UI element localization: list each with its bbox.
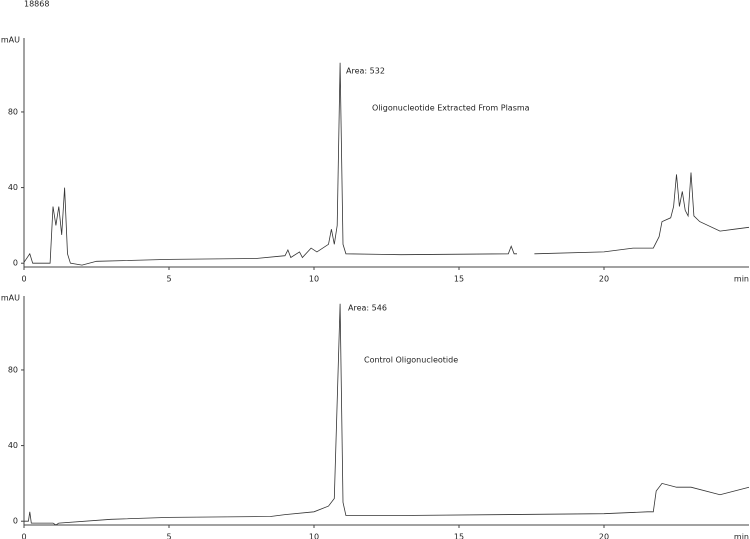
x-tick-label: 10 xyxy=(309,533,319,539)
x-tick-label: 0 xyxy=(21,275,26,284)
x-tick-label: 5 xyxy=(166,275,171,284)
x-axis-label: min xyxy=(734,533,749,539)
y-tick-label: 0 xyxy=(13,259,18,268)
annotation: Area: 546 xyxy=(348,304,387,313)
x-tick-label: 15 xyxy=(454,533,464,539)
y-axis-label: mAU xyxy=(1,294,20,303)
x-tick-label: 20 xyxy=(599,533,609,539)
y-tick-label: 80 xyxy=(8,365,18,374)
trace xyxy=(24,303,750,526)
y-tick-label: 40 xyxy=(8,183,18,192)
annotation: Control Oligonucleotide xyxy=(364,356,458,365)
x-tick-label: 20 xyxy=(599,275,609,284)
y-tick-label: 0 xyxy=(13,517,18,526)
x-tick-label: 15 xyxy=(454,275,464,284)
trace xyxy=(23,62,750,266)
y-tick-label: 80 xyxy=(8,107,18,116)
y-tick-label: 40 xyxy=(8,441,18,450)
header: 18868 xyxy=(24,0,49,9)
x-tick-label: 10 xyxy=(309,275,319,284)
x-axis-label: min xyxy=(734,275,749,284)
y-axis-label: mAU xyxy=(1,36,20,45)
x-tick-label: 5 xyxy=(166,533,171,539)
x-tick-label: 0 xyxy=(21,533,26,539)
annotation: Area: 532 xyxy=(346,67,385,76)
annotation: Oligonucleotide Extracted From Plasma xyxy=(372,104,530,113)
